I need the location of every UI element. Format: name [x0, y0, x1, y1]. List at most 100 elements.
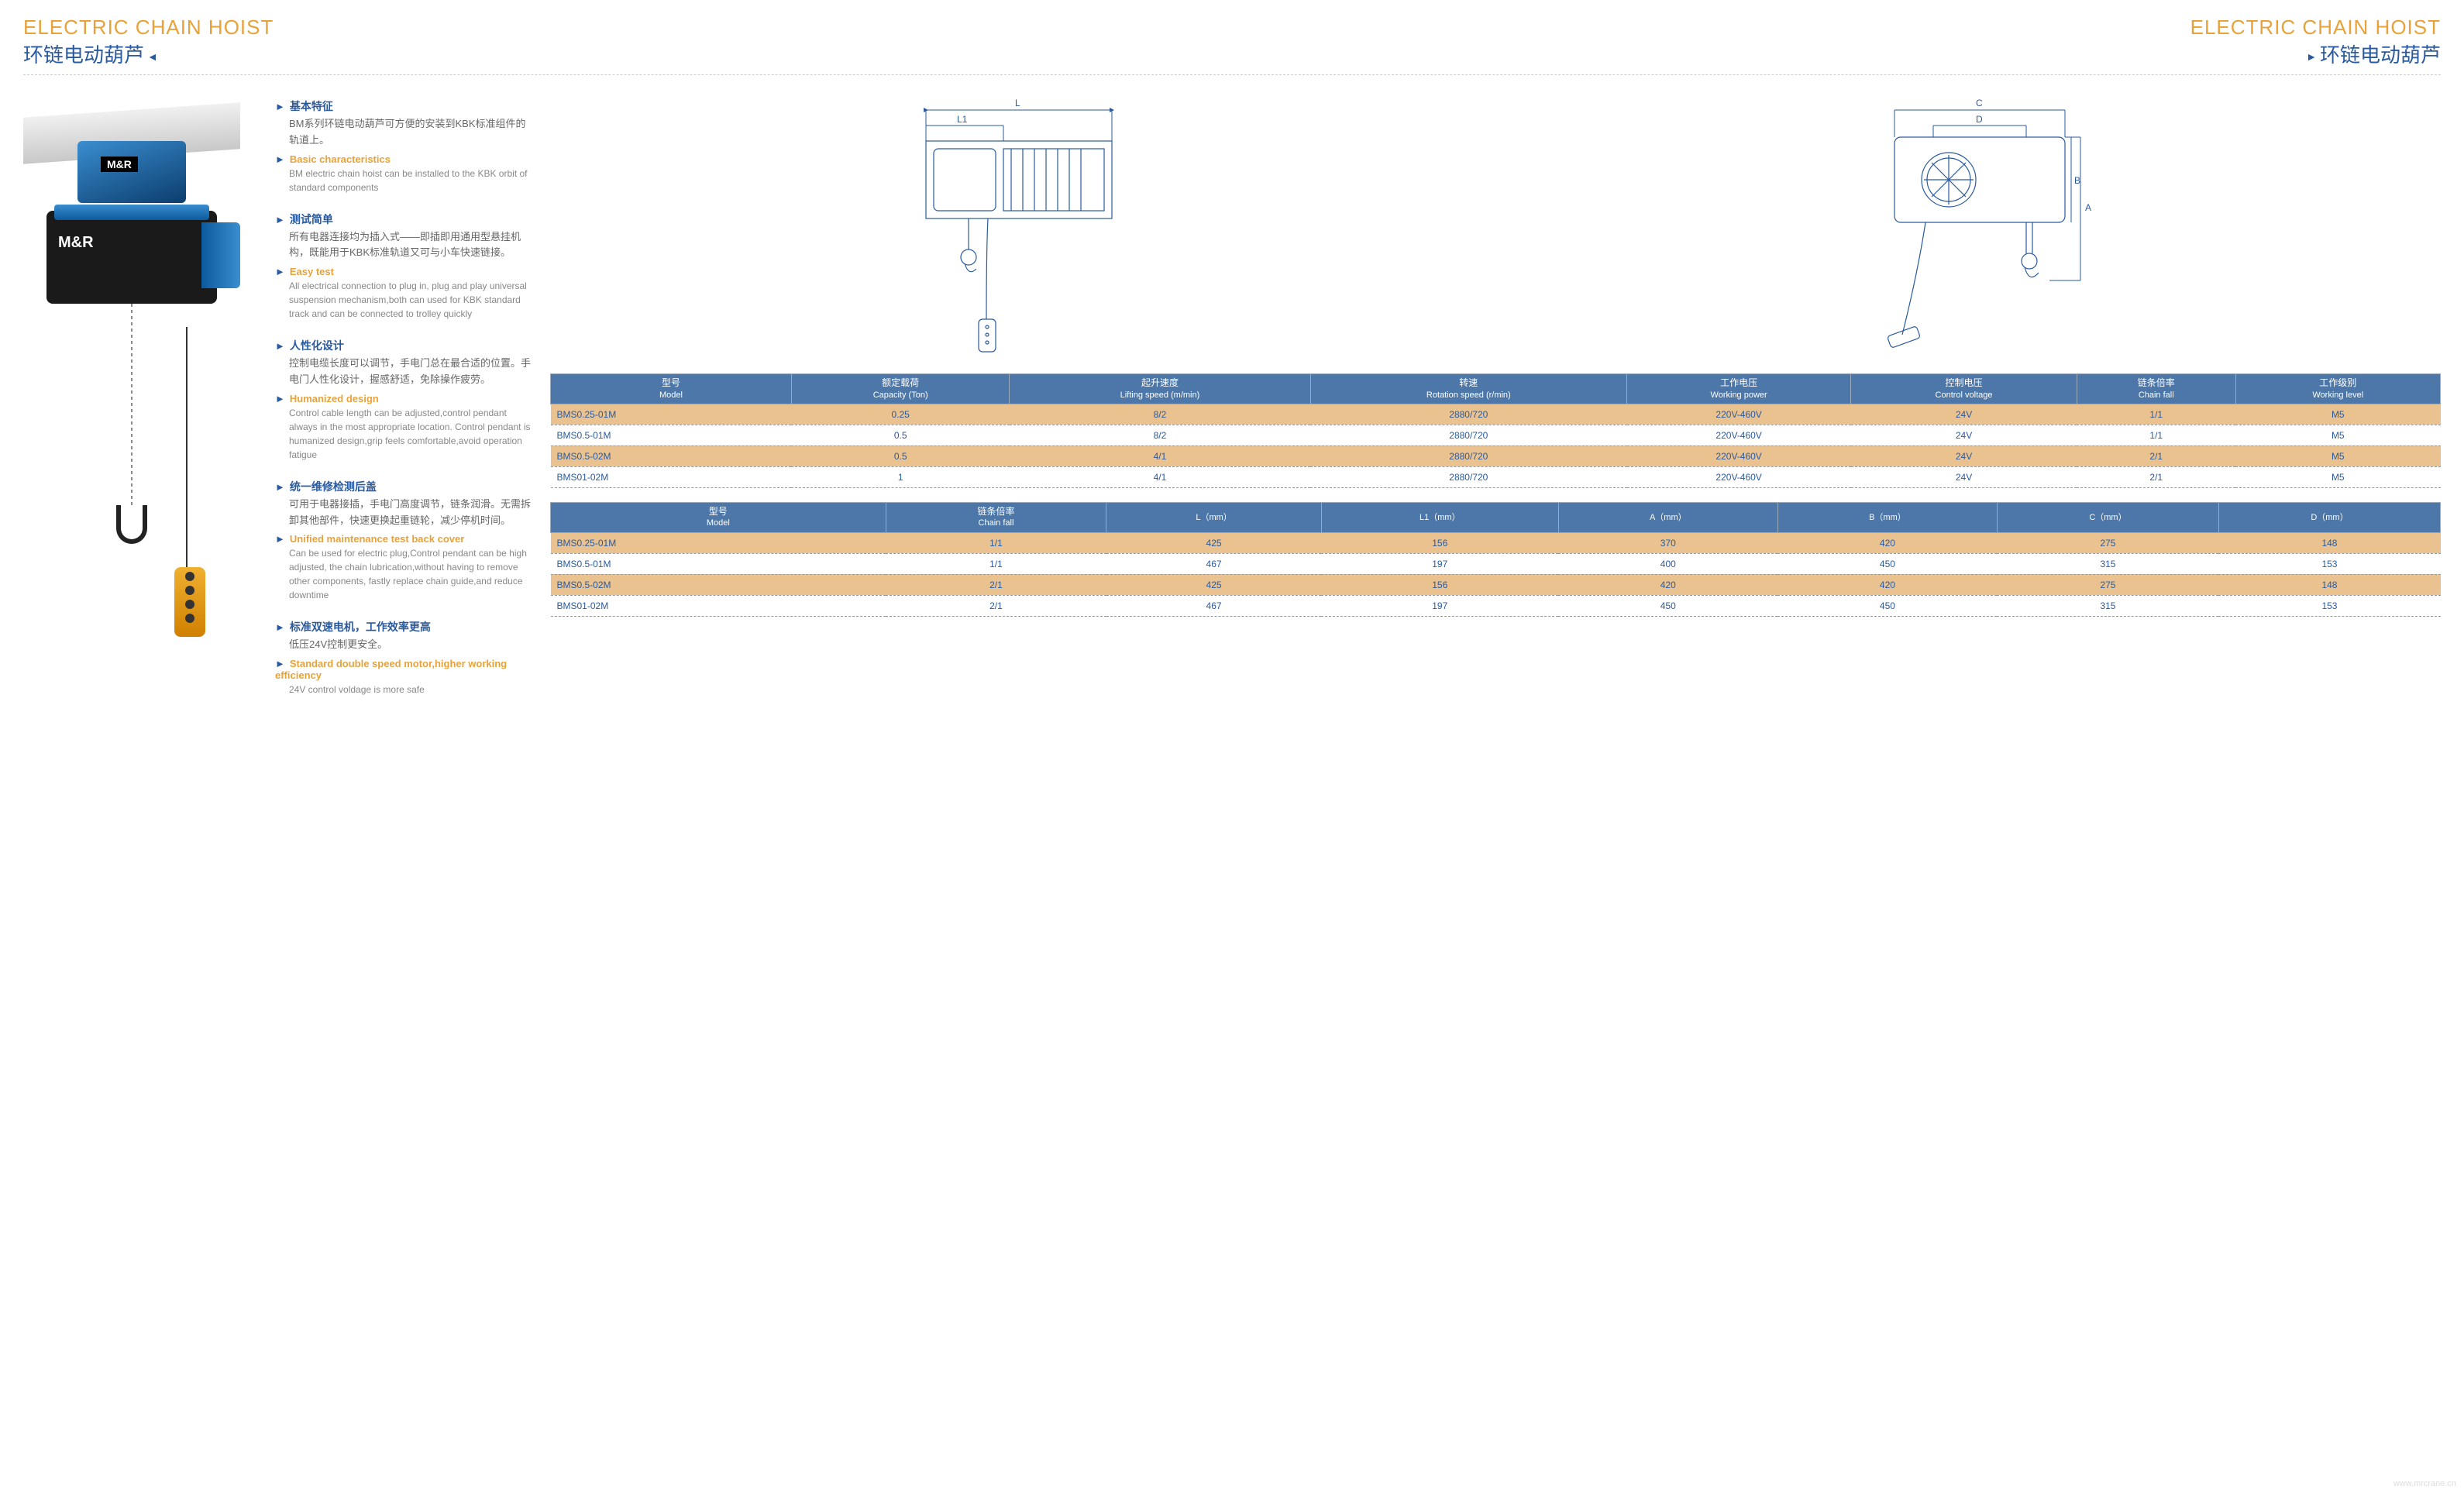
feature-title-cn: 测试简单	[290, 213, 333, 225]
table-cell: 4/1	[1010, 466, 1310, 487]
bullet-icon: ►	[275, 266, 285, 277]
bullet-icon: ►	[275, 340, 285, 352]
table-header: 型号Model	[551, 502, 886, 532]
table-cell: 8/2	[1010, 404, 1310, 425]
table-header: 起升速度Lifting speed (m/min)	[1010, 374, 1310, 404]
trolley-graphic: M&R	[77, 141, 186, 203]
table-cell: 24V	[1851, 404, 2077, 425]
table-cell: 24V	[1851, 445, 2077, 466]
table-cell: 370	[1558, 532, 1777, 553]
table-cell: 275	[1997, 574, 2218, 595]
product-image-column: M&R M&R	[23, 87, 256, 714]
table-header: 链条倍率Chain fall	[886, 502, 1106, 532]
table-cell: 315	[1997, 553, 2218, 574]
bullet-icon: ►	[275, 393, 285, 404]
dim-L: L	[1015, 98, 1020, 108]
table-header: C（mm）	[1997, 502, 2218, 532]
main-content: M&R M&R ►基本特征BM系列环链电动葫芦可方便的安装到KBK标准组件的轨道…	[23, 87, 2441, 714]
table-row: BMS0.25-01M1/1425156370420275148	[551, 532, 2441, 553]
features-column: ►基本特征BM系列环链电动葫芦可方便的安装到KBK标准组件的轨道上。►Basic…	[275, 87, 531, 714]
table-cell: 148	[2218, 532, 2440, 553]
drawing-side-view: L L1	[550, 95, 1488, 358]
pendant-graphic	[174, 567, 205, 637]
table-row: BMS0.5-02M2/1425156420420275148	[551, 574, 2441, 595]
table-cell: 24V	[1851, 425, 2077, 445]
table-cell: BMS0.25-01M	[551, 404, 792, 425]
table-cell: 467	[1106, 553, 1321, 574]
table-cell: 2880/720	[1310, 445, 1627, 466]
table-header: 型号Model	[551, 374, 792, 404]
table-cell: 1/1	[886, 553, 1106, 574]
bullet-icon: ►	[275, 153, 285, 165]
table-cell: 220V-460V	[1627, 425, 1851, 445]
feature-title-en: Easy test	[290, 266, 334, 277]
table-cell: 1	[791, 466, 1009, 487]
pendant-button-icon	[185, 572, 194, 581]
table-cell: 24V	[1851, 466, 2077, 487]
table-header: 工作电压Working power	[1627, 374, 1851, 404]
dim-L1: L1	[957, 114, 968, 125]
table-cell: 220V-460V	[1627, 445, 1851, 466]
table-row: BMS0.5-02M0.54/12880/720220V-460V24V2/1M…	[551, 445, 2441, 466]
technical-drawings: L L1	[550, 87, 2441, 373]
table-cell: BMS0.5-02M	[551, 574, 886, 595]
feature-title-cn: 统一维修检测后盖	[290, 480, 377, 493]
bullet-icon: ►	[275, 214, 285, 225]
motor-graphic: M&R	[46, 211, 217, 304]
table-cell: 4/1	[1010, 445, 1310, 466]
table-cell: 156	[1321, 574, 1558, 595]
table-cell: 275	[1997, 532, 2218, 553]
table-header: 链条倍率Chain fall	[2077, 374, 2235, 404]
feature-title-en: Humanized design	[290, 393, 379, 404]
table-cell: 2/1	[2077, 466, 2235, 487]
table-row: BMS0.25-01M0.258/22880/720220V-460V24V1/…	[551, 404, 2441, 425]
dim-C: C	[1976, 98, 1983, 108]
title-en-right: ELECTRIC CHAIN HOIST	[2190, 15, 2441, 40]
feature-body-cn: BM系列环链电动葫芦可方便的安装到KBK标准组件的轨道上。	[289, 116, 531, 149]
title-right-block: ELECTRIC CHAIN HOIST 环链电动葫芦	[2190, 15, 2441, 68]
table-cell: 153	[2218, 595, 2440, 616]
dim-B: B	[2074, 175, 2080, 186]
table-header: D（mm）	[2218, 502, 2440, 532]
table-header: L1（mm）	[1321, 502, 1558, 532]
table-cell: 400	[1558, 553, 1777, 574]
table-cell: BMS0.25-01M	[551, 532, 886, 553]
table-cell: M5	[2235, 445, 2440, 466]
table-cell: 2/1	[2077, 445, 2235, 466]
bullet-icon: ►	[275, 621, 285, 633]
table-cell: 450	[1558, 595, 1777, 616]
feature-block: ► 测试简单所有电器连接均为插入式——即插即用通用型悬挂机构，既能用于KBK标准轨…	[275, 212, 531, 322]
table-cell: 153	[2218, 553, 2440, 574]
table-cell: 315	[1997, 595, 2218, 616]
feature-block: ►人性化设计控制电缆长度可以调节，手电门总在最合适的位置。手电门人性化设计，握感…	[275, 338, 531, 462]
table-header: B（mm）	[1777, 502, 1997, 532]
table-cell: 420	[1558, 574, 1777, 595]
dim-D: D	[1976, 114, 1983, 125]
feature-body-en: Can be used for electric plug,Control pe…	[289, 546, 531, 602]
feature-body-cn: 可用于电器接插，手电门高度调节，链条润滑。无需拆卸其他部件，快速更换起重链轮，减…	[289, 497, 531, 529]
table-cell: M5	[2235, 404, 2440, 425]
title-cn-right: 环链电动葫芦	[2190, 40, 2441, 68]
table-cell: M5	[2235, 425, 2440, 445]
table-cell: 220V-460V	[1627, 404, 1851, 425]
table-cell: 148	[2218, 574, 2440, 595]
table-cell: 1/1	[2077, 404, 2235, 425]
hook-graphic	[116, 505, 147, 544]
table-cell: 0.5	[791, 425, 1009, 445]
table-cell: 8/2	[1010, 425, 1310, 445]
feature-body-en: All electrical connection to plug in, pl…	[289, 279, 531, 321]
table-header: 工作级别Working level	[2235, 374, 2440, 404]
feature-block: ►标准双速电机，工作效率更高低压24V控制更安全。►Standard doubl…	[275, 619, 531, 697]
feature-body-cn: 控制电缆长度可以调节，手电门总在最合适的位置。手电门人性化设计，握感舒适，免除操…	[289, 356, 531, 388]
feature-title-en: Unified maintenance test back cover	[290, 533, 464, 545]
table-cell: 197	[1321, 553, 1558, 574]
motor-brand-label: M&R	[58, 234, 94, 252]
title-cn-left: 环链电动葫芦	[23, 40, 274, 68]
bullet-icon: ►	[275, 533, 285, 545]
table-row: BMS01-02M2/1467197450450315153	[551, 595, 2441, 616]
table-row: BMS01-02M14/12880/720220V-460V24V2/1M5	[551, 466, 2441, 487]
feature-body-cn: 所有电器连接均为插入式——即插即用通用型悬挂机构，既能用于KBK标准轨道又可与小…	[289, 229, 531, 262]
spec-table-2: 型号Model链条倍率Chain fallL（mm）L1（mm）A（mm）B（m…	[550, 502, 2441, 617]
table-cell: 450	[1777, 553, 1997, 574]
table-cell: 2880/720	[1310, 404, 1627, 425]
